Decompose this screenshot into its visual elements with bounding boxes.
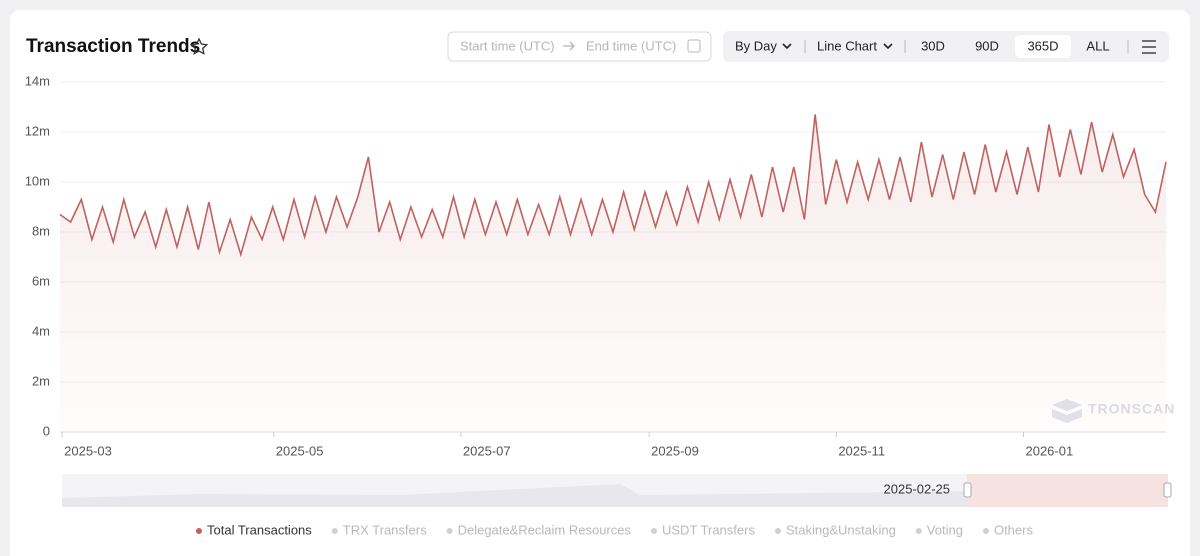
- chevron: [782, 43, 792, 50]
- legend-item[interactable]: TRX Transfers: [343, 522, 427, 537]
- y-tick-label: 0: [43, 423, 50, 438]
- zoom-handle[interactable]: [963, 482, 972, 498]
- menu-icon[interactable]: [1142, 40, 1156, 54]
- line: [59, 114, 1167, 258]
- star-icon[interactable]: [189, 37, 209, 55]
- chart-mode-select[interactable]: Line Chart: [817, 38, 877, 53]
- x-tick-label: 2025-03: [64, 443, 112, 458]
- zoom-label: 2025-02-25: [884, 481, 951, 496]
- title: Transaction Trends: [26, 36, 200, 57]
- y-tick-label: 8m: [32, 223, 50, 238]
- legend-dot: [446, 528, 453, 534]
- legend-dot: [915, 528, 922, 534]
- x-tick-label: 2025-11: [838, 443, 885, 458]
- y-tick-label: 4m: [32, 323, 50, 338]
- x-tick-label: 2025-05: [276, 443, 324, 458]
- range-button[interactable]: 365D: [1027, 38, 1058, 53]
- watermark-logo: [1052, 399, 1082, 423]
- zoom-preview: [62, 484, 1168, 507]
- x-tick-label: 2025-07: [463, 443, 511, 458]
- range-button[interactable]: 90D: [975, 38, 999, 53]
- granularity-select[interactable]: By Day: [735, 38, 777, 53]
- y-tick-label: 10m: [25, 173, 50, 188]
- legend-dot: [774, 528, 781, 534]
- chevron: [883, 43, 893, 50]
- range-active-bg: [1015, 35, 1071, 58]
- date-range-input[interactable]: [447, 31, 712, 62]
- zoom-selection[interactable]: [967, 474, 1168, 507]
- range-button[interactable]: 30D: [921, 38, 945, 53]
- area: [60, 114, 1166, 432]
- legend-item[interactable]: Total Transactions: [207, 522, 312, 537]
- y-tick-label: 6m: [32, 273, 50, 288]
- legend-dot: [651, 528, 657, 534]
- legend-dot: [331, 528, 338, 534]
- legend-dot: [196, 528, 202, 534]
- legend-item[interactable]: Others: [994, 522, 1034, 537]
- y-tick-label: 14m: [25, 73, 50, 88]
- legend-dot: [982, 528, 989, 534]
- legend-item[interactable]: Voting: [927, 522, 963, 537]
- y-tick-label: 12m: [25, 123, 50, 138]
- y-tick-label: 2m: [32, 373, 50, 388]
- range-button[interactable]: ALL: [1086, 38, 1109, 53]
- arrow-icon: [563, 41, 575, 51]
- end-time[interactable]: End time (UTC): [586, 38, 676, 53]
- legend-item[interactable]: USDT Transfers: [662, 522, 755, 537]
- legend-item[interactable]: Staking&Unstaking: [786, 522, 896, 537]
- zoom-handle[interactable]: [1163, 482, 1172, 498]
- calendar-icon[interactable]: [687, 39, 701, 53]
- legend-item[interactable]: Delegate&Reclaim Resources: [458, 522, 632, 537]
- watermark: TRONSCAN: [1088, 401, 1175, 417]
- x-tick-label: 2025-09: [651, 443, 699, 458]
- x-tick-label: 2026-01: [1025, 443, 1073, 458]
- start-time[interactable]: Start time (UTC): [460, 38, 555, 53]
